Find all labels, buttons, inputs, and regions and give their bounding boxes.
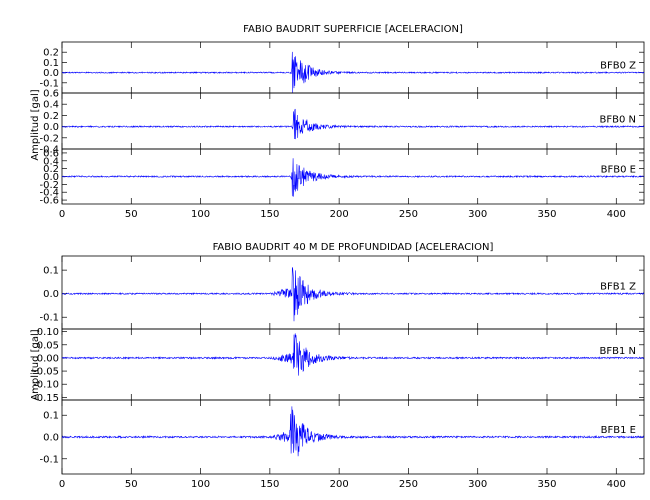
y-axis-label: Amplitud [gal]: [30, 329, 41, 400]
y-tick-label: 0.1: [43, 266, 59, 277]
seismic-trace: [61, 108, 645, 140]
y-tick-label: 0.1: [43, 58, 59, 69]
x-tick-label: 400: [607, 479, 626, 490]
y-tick-label: -0.1: [39, 78, 59, 89]
x-tick-label: 100: [191, 209, 210, 220]
y-tick-label: -0.4: [39, 145, 59, 156]
x-tick-label: 250: [399, 209, 418, 220]
y-tick-label: 0.0: [43, 172, 59, 183]
panel-frame: [61, 255, 645, 330]
station-channel-label: BFB0 N: [600, 115, 637, 126]
x-tick-label: 200: [330, 209, 349, 220]
y-tick-label: 0.6: [43, 89, 59, 100]
x-tick-label: 250: [399, 479, 418, 490]
trace-panel-1: 0.1 0.0 -0.1 BFB1 Z: [39, 255, 645, 330]
chart-title: FABIO BAUDRIT SUPERFICIE [ACELERACION]: [243, 24, 463, 35]
station-channel-label: BFB1 Z: [600, 282, 636, 293]
y-tick-label: -0.2: [39, 133, 59, 144]
panel-frame: [61, 328, 645, 401]
chart-1: FABIO BAUDRIT 40 M DE PROFUNDIDAD [ACELE…: [30, 242, 645, 490]
y-tick-label: 0.1: [43, 411, 59, 422]
y-tick-label: -0.4: [39, 188, 59, 199]
y-tick-label: 0.0: [43, 433, 59, 444]
trace-panel-2: 0.10 0.05 0.00 -0.05 -0.10 -0.15 BFB1 N: [33, 327, 645, 404]
x-tick-label: 200: [330, 479, 349, 490]
y-axis-label: Amplitud [gal]: [30, 89, 41, 160]
y-tick-label: 0.10: [37, 327, 59, 338]
y-tick-label: 0.0: [43, 289, 59, 300]
seismic-trace: [61, 406, 645, 457]
x-tick-label: 0: [59, 479, 65, 490]
y-tick-label: 0.00: [37, 353, 59, 364]
y-tick-label: -0.1: [39, 313, 59, 324]
y-tick-label: 0.0: [43, 122, 59, 133]
y-tick-label: 0.6: [43, 148, 59, 159]
y-tick-label: 0.2: [43, 111, 59, 122]
seismic-trace: [61, 158, 645, 197]
y-tick-label: 0.4: [43, 156, 59, 167]
chart-0: FABIO BAUDRIT SUPERFICIE [ACELERACION] Am…: [30, 24, 645, 220]
y-tick-label: -0.10: [33, 380, 59, 391]
panel-frame: [61, 92, 645, 150]
seismic-trace: [62, 51, 645, 94]
chart-title: FABIO BAUDRIT 40 M DE PROFUNDIDAD [ACELE…: [213, 242, 494, 253]
x-tick-label: 350: [537, 209, 556, 220]
x-tick-label: 150: [260, 209, 279, 220]
x-tick-label: 50: [125, 209, 138, 220]
y-tick-label: 0.2: [43, 48, 59, 59]
seismic-trace: [61, 333, 645, 376]
station-channel-label: BFB0 E: [601, 165, 636, 176]
y-tick-label: 0.05: [37, 340, 59, 351]
y-tick-label: -0.6: [39, 196, 59, 207]
station-channel-label: BFB1 E: [601, 425, 636, 436]
x-tick-label: 300: [468, 479, 487, 490]
x-tick-label: 350: [537, 479, 556, 490]
x-tick-label: 100: [191, 479, 210, 490]
x-tick-label: 400: [607, 209, 626, 220]
y-tick-label: 0.2: [43, 164, 59, 175]
y-tick-label: -0.1: [39, 454, 59, 465]
seismic-trace: [62, 267, 645, 322]
station-channel-label: BFB1 N: [600, 346, 637, 357]
y-tick-label: 0.0: [43, 68, 59, 79]
x-tick-label: 0: [59, 209, 65, 220]
trace-panel-3: 0.1 0.0 -0.1 BFB1 E: [39, 399, 645, 475]
trace-panel-1: 0.20.10.0-0.1 BFB0 Z: [39, 41, 645, 94]
panel-frame: [61, 41, 645, 94]
y-tick-label: -0.15: [33, 393, 59, 404]
station-channel-label: BFB0 Z: [600, 61, 636, 72]
x-tick-label: 50: [125, 479, 138, 490]
y-tick-label: -0.2: [39, 180, 59, 191]
y-tick-label: -0.05: [33, 367, 59, 378]
x-tick-label: 300: [468, 209, 487, 220]
x-tick-label: 150: [260, 479, 279, 490]
y-tick-label: 0.4: [43, 100, 59, 111]
